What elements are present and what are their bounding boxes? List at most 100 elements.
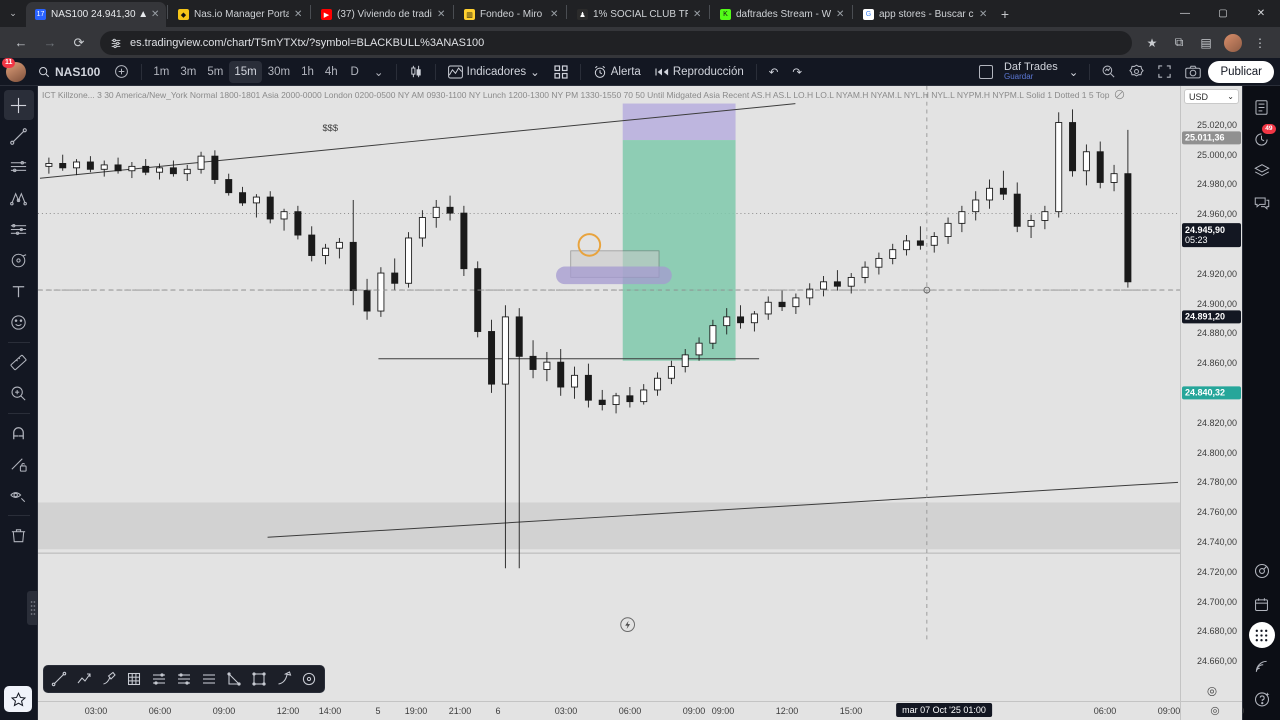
extensions-icon[interactable]: ⧉ (1174, 35, 1184, 49)
timeframe-3m[interactable]: 3m (180, 65, 197, 78)
timeframe-1m[interactable]: 1m (153, 65, 170, 78)
price-scale-settings-icon[interactable] (1206, 686, 1217, 697)
replay-marker[interactable] (620, 617, 635, 632)
curve-icon[interactable] (272, 667, 296, 691)
tab-search-chevron-icon[interactable]: ⌄ (9, 8, 17, 18)
templates-button[interactable] (548, 61, 574, 83)
alerts-clock-icon[interactable]: 49 (1247, 124, 1277, 154)
chat-icon[interactable] (1247, 188, 1277, 218)
snapshot-button[interactable] (1179, 61, 1207, 83)
ascending-support[interactable] (267, 481, 1179, 538)
browser-tab[interactable]: ◆ Nas.io Manager Portal - 1% SO ✕ (169, 2, 309, 27)
close-window-button[interactable]: ✕ (1256, 8, 1266, 19)
chrome-menu-icon[interactable]: ⋮ (1254, 35, 1266, 50)
emoji-icon[interactable] (4, 307, 34, 337)
long-position-icon[interactable] (4, 214, 34, 244)
entry-circle[interactable] (577, 233, 602, 257)
maximize-button[interactable]: ▢ (1218, 8, 1228, 19)
tab-close-icon[interactable]: ✕ (294, 9, 303, 20)
magnet-icon[interactable] (4, 418, 34, 448)
browser-tab[interactable]: ▶ (37) Viviendo de trading desde ✕ (312, 2, 452, 27)
fib-pattern-icon[interactable] (4, 183, 34, 213)
symbol-search-button[interactable]: NAS100 (32, 61, 106, 83)
layout-chevron-icon[interactable]: ⌄ (1068, 66, 1079, 79)
calendar-icon[interactable] (1247, 589, 1277, 619)
timeframe-chevron-icon[interactable]: ⌄ (373, 66, 384, 79)
redo-button[interactable]: ↷ (792, 66, 803, 79)
new-tab-button[interactable]: + (1000, 6, 1010, 22)
circle-target-icon[interactable] (297, 667, 321, 691)
tab-close-icon[interactable]: ✕ (693, 9, 702, 20)
timeframe-D[interactable]: D (350, 65, 359, 78)
ideas-stream-icon[interactable] (1247, 556, 1277, 586)
horizontal-lines-icon[interactable] (197, 667, 221, 691)
time-scale-settings-icon[interactable] (1210, 706, 1220, 716)
tab-close-icon[interactable]: ✕ (979, 9, 988, 20)
timeframe-30m[interactable]: 30m (267, 65, 291, 78)
browser-tab[interactable]: 17 NAS100 24.941,30 ▲ +0.7% Da ✕ (26, 2, 166, 27)
browser-tab[interactable]: ▥ Fondeo - Miro ✕ (455, 2, 565, 27)
trend-line-icon[interactable] (4, 121, 34, 151)
cursor-cross-icon[interactable] (3, 90, 34, 120)
toolbar-drag-handle[interactable] (27, 591, 38, 625)
short-position-icon[interactable] (172, 667, 196, 691)
annotation-text[interactable]: $$$ (323, 123, 339, 133)
timeframe-15m[interactable]: 15m (229, 60, 262, 83)
broadcast-icon[interactable] (1247, 651, 1277, 681)
indicators-button[interactable]: Indicadores ⌄ (442, 61, 546, 83)
rectangle-icon[interactable] (247, 667, 271, 691)
quick-search-button[interactable] (1095, 61, 1122, 83)
shapes-icon[interactable] (4, 245, 34, 275)
zoom-in-icon[interactable] (4, 378, 34, 408)
brush-icon[interactable] (97, 667, 121, 691)
tab-close-icon[interactable]: ✕ (151, 9, 160, 20)
zigzag-icon[interactable] (72, 667, 96, 691)
minimize-button[interactable]: — (1180, 8, 1190, 19)
layout-name-group[interactable]: Daf Trades Guardar (1000, 61, 1062, 82)
timeframe-1h[interactable]: 1h (301, 65, 314, 78)
price-scale[interactable]: USD ⌄ 25.020,00 25.000,00 24.980,00 24.960,… (1180, 86, 1242, 701)
descending-resistance[interactable] (39, 103, 796, 179)
layout-select-button[interactable] (973, 61, 999, 83)
timeframe-5m[interactable]: 5m (207, 65, 224, 78)
apps-grid-icon[interactable] (1248, 622, 1275, 648)
layout-save-label[interactable]: Guardar (1003, 72, 1034, 82)
angle-icon[interactable] (222, 667, 246, 691)
horizontal-lines-icon[interactable] (4, 152, 34, 182)
watchlist-icon[interactable] (1247, 92, 1277, 122)
settings-button[interactable] (1123, 61, 1150, 83)
help-icon[interactable] (1247, 684, 1277, 714)
favorite-drawings-button[interactable] (4, 686, 32, 712)
long-position-icon[interactable] (147, 667, 171, 691)
measure-ruler-icon[interactable] (4, 347, 34, 377)
chart-type-button[interactable] (403, 61, 429, 83)
chrome-profile-avatar[interactable] (1224, 33, 1242, 52)
forward-button[interactable]: → (43, 35, 57, 50)
undo-button[interactable]: ↶ (768, 66, 779, 79)
trend-line-icon[interactable] (47, 667, 71, 691)
chart-plot-area[interactable]: $$$ ICT Killzone... 3 30 America/New_Yor… (38, 86, 1180, 701)
reload-button[interactable]: ⟳ (73, 34, 85, 50)
tab-close-icon[interactable]: ✕ (437, 9, 446, 20)
user-avatar[interactable]: 11 (2, 57, 26, 82)
bookmark-star-icon[interactable]: ★ (1146, 35, 1158, 50)
replay-button[interactable]: Reproducción (649, 61, 750, 83)
remove-drawings-icon[interactable] (4, 520, 34, 550)
fullscreen-button[interactable] (1151, 61, 1178, 83)
hide-drawings-icon[interactable] (4, 480, 34, 510)
indicators-chevron-icon[interactable]: ⌄ (530, 66, 540, 79)
drawing-lock-icon[interactable] (4, 449, 34, 479)
data-window-icon[interactable] (1247, 156, 1277, 186)
alert-button[interactable]: Alerta (587, 61, 647, 83)
site-settings-icon[interactable] (110, 37, 122, 49)
time-scale[interactable]: 03:00 06:00 09:00 12:00 14:00 5 19:00 21:00 6 03:… (38, 701, 1244, 720)
add-symbol-button[interactable] (108, 61, 135, 83)
split-screen-icon[interactable]: ▤ (1200, 35, 1212, 50)
timeframe-4h[interactable]: 4h (324, 65, 338, 78)
browser-tab[interactable]: ♟ 1% SOCIAL CLUB TRADERS | N ✕ (568, 2, 708, 27)
tab-close-icon[interactable]: ✕ (836, 9, 845, 20)
publish-button[interactable]: Publicar (1208, 60, 1274, 83)
text-icon[interactable] (4, 276, 34, 306)
